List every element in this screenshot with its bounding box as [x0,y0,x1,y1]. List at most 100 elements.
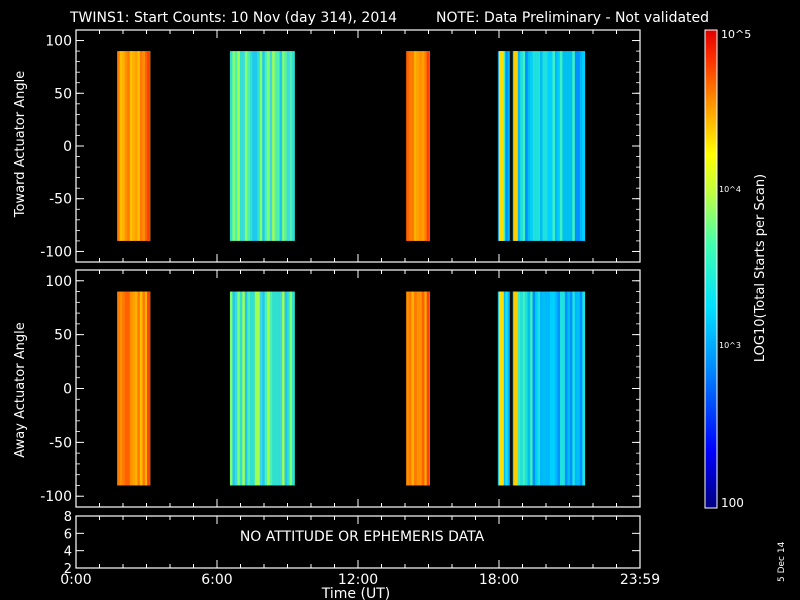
heatmap-stripe [527,51,531,241]
y-tick-label: 50 [54,86,72,102]
heatmap-stripe [557,51,561,241]
heatmap-stripe [147,291,151,486]
heatmap-stripe [239,51,243,241]
heatmap-stripe [259,51,263,241]
heatmap-stripe [119,51,123,241]
heatmap-stripe [532,51,536,241]
heatmap-stripe [117,51,120,241]
heatmap-stripe [234,51,238,241]
heatmap-stripe [284,51,288,241]
heatmap-stripe [292,291,295,486]
heatmap-stripe [134,51,138,241]
heatmap-stripe [272,51,275,241]
heatmap-stripe [572,51,576,241]
y-tick-label: 6 [64,527,72,542]
heatmap-stripe [252,51,256,241]
x-tick-label: 0:00 [60,572,91,588]
colorbar-tick-4: 10^4 [719,185,741,194]
heatmap-stripe [535,291,538,486]
heatmap-stripe [421,51,425,241]
heatmap-stripe [569,291,573,486]
y-tick-label: -100 [40,489,72,505]
heatmap-stripe [411,291,415,486]
heatmap-stripe [545,291,548,486]
x-tick-label: 6:00 [201,572,232,588]
heatmap-stripe [554,51,558,241]
heatmap-stripe [264,291,268,486]
heatmap-stripe [239,291,243,486]
heatmap-stripe [259,291,263,486]
heatmap-stripe [532,291,536,486]
heatmap-stripe [269,291,273,486]
heatmap-stripe [252,291,256,486]
heatmap-stripe [147,51,151,241]
heatmap-stripe [142,291,146,486]
x-tick-label: 23:59 [620,572,660,588]
data-segment-1 [117,291,151,486]
heatmap-stripe [137,291,141,486]
heatmap-stripe [247,291,251,486]
heatmap-stripe [419,291,423,486]
heatmap-stripe [567,291,571,486]
heatmap-stripe [232,291,236,486]
heatmap-stripe [525,51,528,241]
heatmap-stripe [129,291,133,486]
heatmap-stripe [254,291,258,486]
heatmap-stripe [414,291,417,486]
heatmap-stripe [542,291,546,486]
heatmap-stripe [517,51,521,241]
heatmap-stripe [537,291,541,486]
data-segment-2 [229,51,295,241]
heatmap-stripe [579,291,583,486]
heatmap-stripe [577,51,581,241]
heatmap-stripe [282,291,285,486]
footer-date: 5 Dec 14 [777,541,787,582]
heatmap-stripe [574,291,578,486]
heatmap-stripe [279,291,283,486]
heatmap-stripe [279,51,283,241]
heatmap-stripe [424,291,428,486]
heatmap-stripe [144,291,148,486]
no-data-message: NO ATTITUDE OR EPHEMERIS DATA [240,529,485,545]
data-segment-1 [117,51,151,241]
heatmap-stripe [129,51,133,241]
x-tick-label: 12:00 [338,572,378,588]
heatmap-stripe [547,51,551,241]
heatmap-stripe [142,51,146,241]
heatmap-stripe [540,51,543,241]
heatmap-stripe [564,291,568,486]
heatmap-stripe [242,291,246,486]
y-tick-label: 4 [64,545,72,560]
toward-heatmap-panel: -100 -50 0 50 100 [40,29,641,263]
heatmap-stripe [498,51,504,241]
heatmap-stripe [517,291,521,486]
y-tick-label: 100 [45,34,72,50]
heatmap-stripe [554,291,558,486]
heatmap-stripe [522,51,526,241]
attitude-panel: 2 4 6 8 0:00 6:00 12:00 18:00 23:59 [60,510,660,588]
heatmap-stripe [408,291,412,486]
heatmap-stripe [144,51,148,241]
heatmap-stripe [122,291,126,486]
heatmap-stripe [552,51,556,241]
heatmap-stripe [119,291,123,486]
heatmap-stripe [549,51,553,241]
heatmap-stripe [232,51,236,241]
y-tick-label: 2 [64,562,72,577]
heatmap-stripe [244,51,248,241]
heatmap-stripe [540,291,543,486]
heatmap-stripe [244,291,248,486]
heatmap-stripe [237,291,241,486]
heatmap-stripe [569,51,573,241]
heatmap-stripe [274,291,278,486]
heatmap-stripe [421,291,425,486]
heatmap-stripe [287,291,290,486]
heatmap-stripe [509,291,513,486]
heatmap-stripe [229,51,233,241]
heatmap-stripe [262,291,266,486]
heatmap-stripe [567,51,571,241]
heatmap-stripe [582,291,586,486]
heatmap-stripe [498,291,504,486]
heatmap-stripe [257,51,261,241]
